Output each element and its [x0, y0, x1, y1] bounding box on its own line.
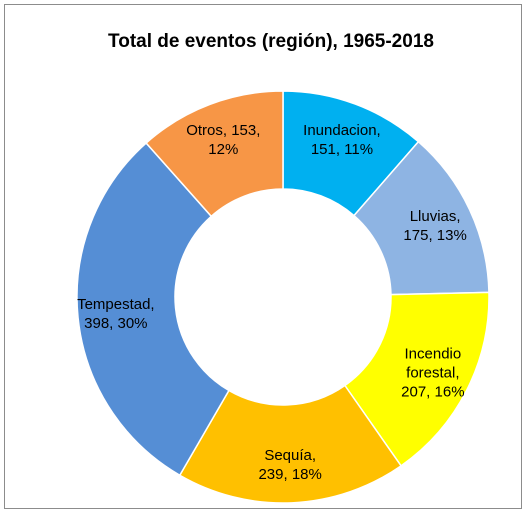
- data-label: Sequía, 239, 18%: [258, 446, 322, 483]
- data-label: Incendio forestal, 207, 16%: [401, 345, 465, 401]
- data-label: Inundacion, 151, 11%: [303, 121, 381, 158]
- data-label: Tempestad, 398, 30%: [77, 295, 155, 332]
- donut-segment: [145, 90, 284, 218]
- chart-title: Total de eventos (región), 1965-2018: [108, 31, 434, 52]
- data-label: Lluvias, 175, 13%: [403, 207, 467, 244]
- data-label: Otros, 153, 12%: [186, 121, 261, 158]
- donut-segment: [178, 384, 403, 504]
- donut-segment: [76, 141, 230, 477]
